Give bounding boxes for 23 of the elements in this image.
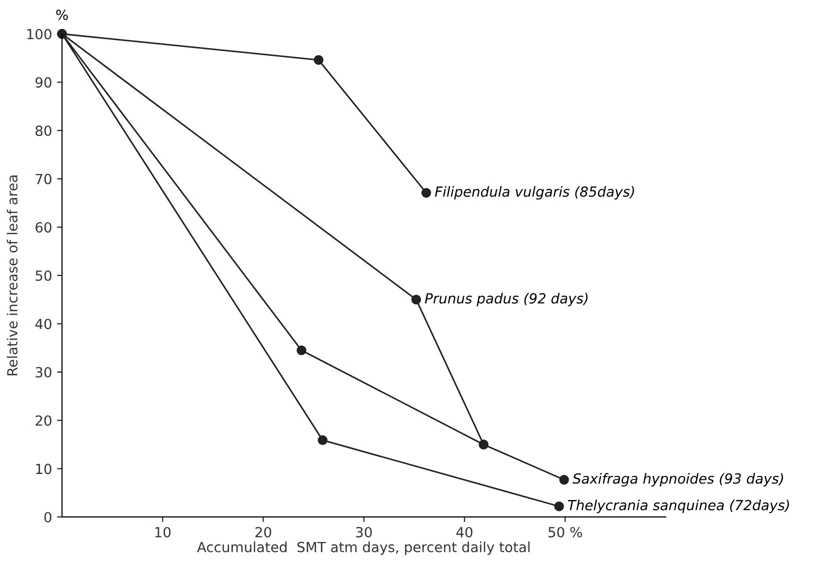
y-tick-label: 60 (36, 222, 52, 233)
y-tick-label: 40 (35, 318, 52, 330)
annotation: Thelycrania sanquinea (72days) (568, 500, 789, 514)
y-tick-label: 80 (36, 125, 52, 136)
x-tick-label: 40 (456, 526, 472, 538)
text: % (56, 10, 68, 20)
y-tick-label: 0 (44, 512, 52, 522)
x-axis-title: Accumulated SMT atm days, percent daily total (197, 542, 530, 555)
annotation: Filipendula vulgaris (85days) (434, 186, 634, 200)
y-tick-label: 20 (36, 415, 52, 426)
y-tick-label: 10 (36, 464, 52, 474)
y-tick-label: 70 (36, 174, 52, 184)
x-tick-label: 30 (356, 526, 372, 538)
y-axis-title: Relative increase of leaf area (6, 176, 18, 376)
x-tick-label: 20 (255, 526, 272, 538)
y-tick-label: 100 (27, 28, 52, 40)
annotation: Prunus padus (92 days) (424, 292, 588, 306)
y-tick-label: 30 (36, 367, 52, 378)
annotation: Saxifraga hypnoides (93 days) (572, 473, 783, 486)
x-tick-label: 10 (155, 526, 171, 538)
x-tick-label: 50 % (548, 526, 582, 538)
y-tick-label: 50 (36, 270, 52, 281)
y-tick-label: 90 (36, 77, 52, 88)
